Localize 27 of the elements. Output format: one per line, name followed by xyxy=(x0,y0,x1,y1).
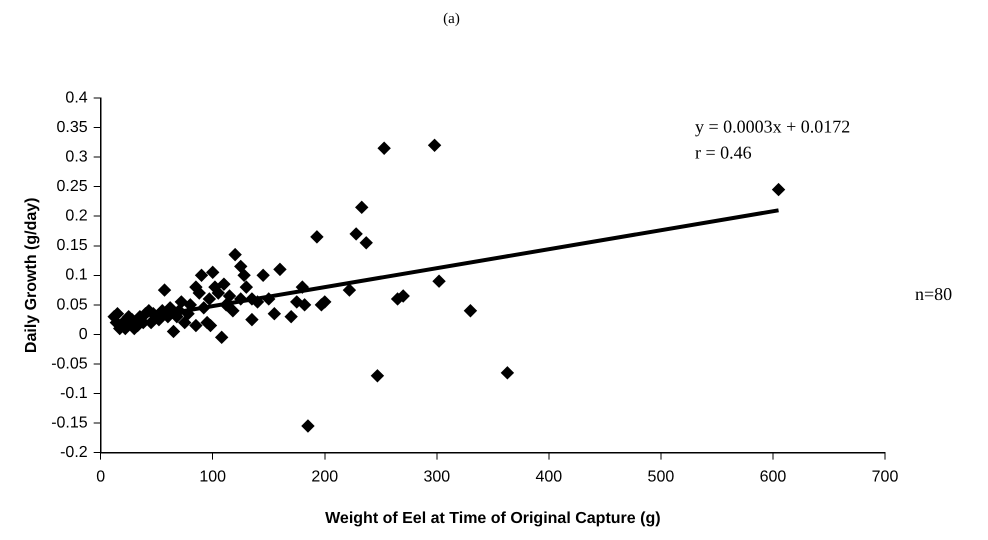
y-tick-label: 0.2 xyxy=(65,208,88,225)
y-tick-label: -0.05 xyxy=(51,355,88,372)
y-tick-label: -0.1 xyxy=(60,384,88,402)
x-tick-label: 500 xyxy=(648,468,674,486)
x-tick-label: 0 xyxy=(96,468,106,486)
x-tick-label: 700 xyxy=(872,468,898,486)
y-tick-label: 0.05 xyxy=(56,296,88,314)
y-tick-label: -0.2 xyxy=(60,444,88,462)
y-tick-label: 0.25 xyxy=(56,178,88,196)
annotation: y = 0.0003x + 0.0172 xyxy=(695,116,850,137)
annotation: r = 0.46 xyxy=(695,142,752,163)
chart-title: (a) xyxy=(443,10,460,27)
y-tick-label: 0.3 xyxy=(65,148,88,166)
x-tick-label: 100 xyxy=(199,468,226,486)
x-tick-label: 600 xyxy=(760,468,786,486)
y-tick-label: 0.15 xyxy=(56,237,88,254)
y-tick-label: -0.15 xyxy=(51,414,88,432)
y-axis-title: Daily Growth (g/day) xyxy=(23,198,40,354)
y-tick-label: 0.1 xyxy=(65,266,88,284)
y-tick-label: 0 xyxy=(78,326,88,343)
x-tick-label: 400 xyxy=(536,468,562,486)
x-tick-label: 200 xyxy=(311,468,338,486)
y-tick-label: 0.4 xyxy=(65,89,88,106)
y-tick-label: 0.35 xyxy=(56,118,88,136)
x-axis-title: Weight of Eel at Time of Original Capture (g) xyxy=(325,510,661,527)
x-tick-label: 300 xyxy=(423,468,450,486)
text: n=80 xyxy=(915,284,952,304)
